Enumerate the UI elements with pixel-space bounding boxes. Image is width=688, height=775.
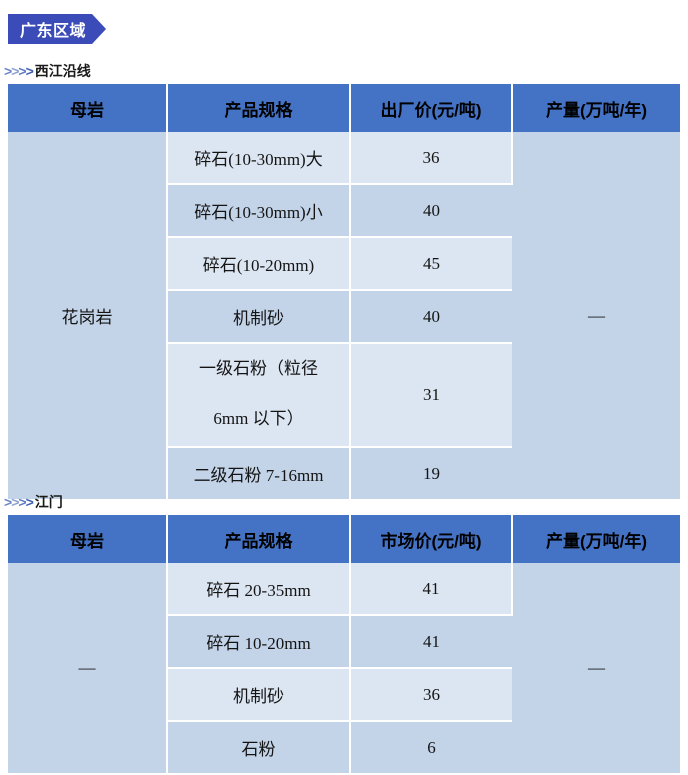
cell-rock-type: — — [8, 563, 168, 775]
section-heading-xijiang: >>>> 西江沿线 — [4, 62, 91, 80]
column-header-rock: 母岩 — [8, 84, 168, 132]
section-heading-label: 西江沿线 — [34, 63, 91, 79]
cell-spec: 机制砂 — [167, 290, 351, 344]
cell-spec: 碎石(10-30mm)小 — [167, 184, 351, 238]
section-heading-label: 江门 — [34, 494, 63, 510]
table-row: 机制砂 36 — [8, 668, 680, 722]
table-row: 碎石(10-30mm)小 40 — [8, 184, 680, 238]
column-header-spec: 产品规格 — [167, 84, 351, 132]
cell-price: 45 — [350, 237, 512, 291]
region-banner: 广东区域 — [8, 14, 106, 44]
column-header-spec: 产品规格 — [167, 515, 351, 563]
region-banner-container: 广东区域 — [8, 14, 106, 44]
region-banner-label: 广东区域 — [20, 23, 87, 40]
cell-price: 6 — [350, 721, 512, 775]
cell-spec: 碎石 10-20mm — [167, 615, 351, 669]
cell-price: 19 — [350, 447, 512, 501]
column-header-price: 出厂价(元/吨) — [350, 84, 513, 132]
cell-price: 41 — [350, 563, 513, 616]
chevron-marker-icon: >>>> — [4, 63, 34, 79]
table-row: 二级石粉 7-16mm 19 — [8, 447, 680, 501]
section-heading-jiangmen: >>>> 江门 — [4, 493, 63, 511]
table-row: 碎石(10-20mm) 45 — [8, 237, 680, 291]
table-row: — 碎石 20-35mm 41 — — [8, 563, 680, 775]
column-header-rock: 母岩 — [8, 515, 168, 563]
table-row: 花岗岩 碎石(10-30mm)大 36 — — [8, 132, 680, 501]
cell-spec: 一级石粉（粒径 6mm 以下） — [167, 343, 351, 448]
cell-spec: 碎石(10-30mm)大 — [167, 132, 351, 185]
cell-spec-line1: 一级石粉（粒径 — [199, 359, 318, 378]
cell-spec: 机制砂 — [167, 668, 351, 722]
cell-output: — — [512, 563, 680, 775]
cell-spec: 碎石(10-20mm) — [167, 237, 351, 291]
chevron-marker-icon: >>>> — [4, 494, 34, 510]
cell-price: 41 — [350, 615, 512, 669]
table-header-row: 母岩 产品规格 市场价(元/吨) 产量(万吨/年) — [8, 515, 680, 563]
cell-spec: 碎石 20-35mm — [167, 563, 351, 616]
cell-price: 36 — [350, 132, 513, 185]
table-row: 一级石粉（粒径 6mm 以下） 31 — [8, 343, 680, 448]
cell-price: 40 — [350, 184, 512, 238]
cell-price: 31 — [350, 343, 512, 448]
price-table-jiangmen: 母岩 产品规格 市场价(元/吨) 产量(万吨/年) — 碎石 20-35mm 4… — [8, 515, 680, 775]
price-table-xijiang: 母岩 产品规格 出厂价(元/吨) 产量(万吨/年) 花岗岩 碎石(10-30mm… — [8, 84, 680, 501]
column-header-output: 产量(万吨/年) — [512, 84, 680, 132]
cell-spec: 石粉 — [167, 721, 351, 775]
cell-price: 36 — [350, 668, 512, 722]
cell-spec: 二级石粉 7-16mm — [167, 447, 351, 501]
table-header-row: 母岩 产品规格 出厂价(元/吨) 产量(万吨/年) — [8, 84, 680, 132]
cell-rock-type: 花岗岩 — [8, 132, 168, 501]
table-row: 碎石 10-20mm 41 — [8, 615, 680, 669]
cell-spec-line2: 6mm 以下） — [213, 409, 304, 428]
cell-output: — — [512, 132, 680, 501]
column-header-price: 市场价(元/吨) — [350, 515, 513, 563]
column-header-output: 产量(万吨/年) — [512, 515, 680, 563]
table-row: 机制砂 40 — [8, 290, 680, 344]
cell-price: 40 — [350, 290, 512, 344]
